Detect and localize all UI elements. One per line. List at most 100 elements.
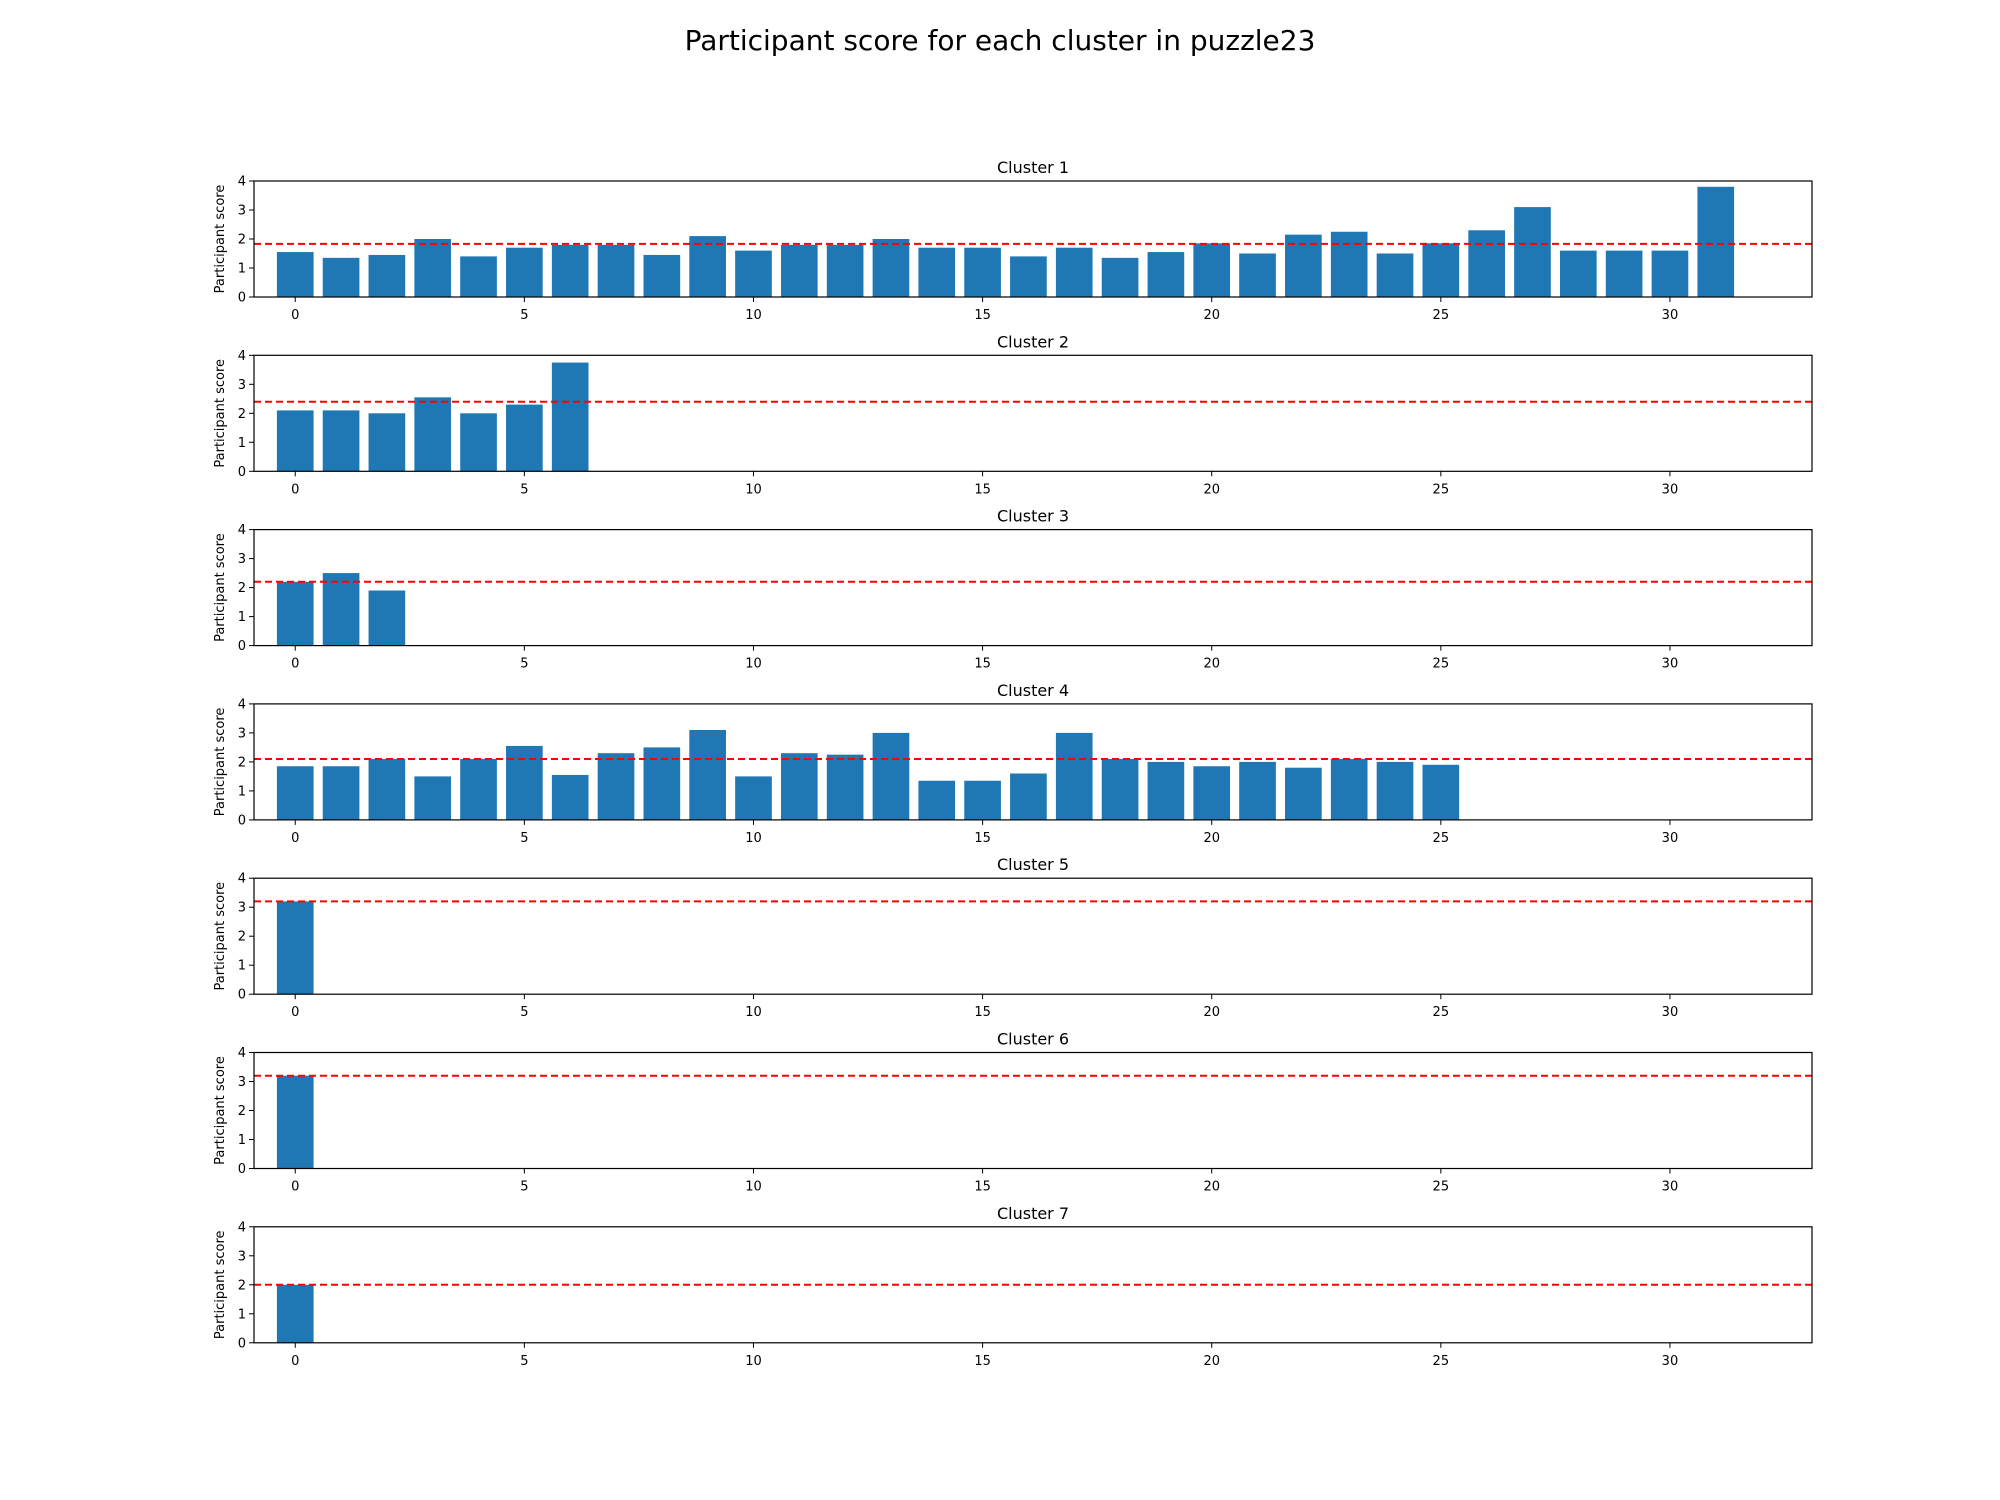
cluster-7-xtick-label: 15 [974,1354,991,1369]
cluster-2-xtick-label: 15 [974,482,991,497]
cluster-3-title: Cluster 3 [997,507,1069,526]
cluster-1-bar [643,254,681,297]
cluster-2-bar [506,404,543,472]
cluster-2-xtick-label: 10 [745,482,762,497]
cluster-4-bar [735,776,772,820]
cluster-1-bar [780,244,818,297]
cluster-7-bar [276,1284,314,1343]
cluster-3-bar [368,590,406,646]
cluster-6-xtick-label: 0 [291,1180,299,1195]
cluster-7-xtick-label: 10 [745,1354,762,1369]
cluster-6-ytick-label: 2 [238,1104,246,1119]
cluster-2-xtick-label: 25 [1433,482,1450,497]
cluster-3-xtick-label: 0 [291,657,299,672]
cluster-6-xtick-label: 5 [520,1180,528,1195]
cluster-7-ytick-label: 4 [238,1220,246,1235]
cluster-1-bar [918,247,956,297]
cluster-6-ytick-label: 0 [238,1162,246,1177]
cluster-1-xtick-label: 10 [745,308,762,323]
cluster-4-bar [780,753,818,820]
cluster-5-xtick-label: 25 [1433,1005,1450,1020]
cluster-4-bar [1193,766,1231,820]
cluster-4-xtick-label: 25 [1433,831,1450,846]
cluster-3-xtick-label: 5 [520,657,528,672]
cluster-2-ytick-label: 0 [238,465,246,480]
cluster-1-bar [1559,250,1597,297]
cluster-4-xtick-label: 5 [520,831,528,846]
figure-title: Participant score for each cluster in pu… [684,24,1316,57]
cluster-1-ytick-label: 3 [238,204,246,219]
cluster-1-xtick-label: 30 [1662,308,1679,323]
cluster-5-axes-frame [253,877,1813,995]
cluster-3-ylabel: Participant score [213,533,228,642]
cluster-1-xtick-label: 20 [1203,308,1220,323]
cluster-4-bar [1376,761,1414,820]
cluster-2-bar [414,397,452,472]
cluster-4-bar [1422,764,1460,820]
cluster-2-ytick-label: 1 [238,436,246,451]
cluster-1-title: Cluster 1 [997,158,1069,177]
cluster-1-bar [1376,253,1414,297]
cluster-5-bar [276,901,314,995]
cluster-1-xtick-label: 25 [1433,308,1450,323]
cluster-2-xtick-label: 30 [1662,482,1679,497]
cluster-4-bar [414,776,452,820]
cluster-3-ytick-label: 1 [238,610,246,625]
cluster-4-title: Cluster 4 [997,681,1069,700]
cluster-5-ylabel: Participant score [213,882,228,991]
cluster-4-ylabel: Participant score [213,708,228,817]
cluster-2-ytick-label: 2 [238,407,246,422]
cluster-1-bar [872,239,910,297]
cluster-3-ytick-label: 0 [238,639,246,654]
cluster-1-bar [460,256,497,297]
cluster-4-xtick-label: 0 [291,831,299,846]
cluster-7-ytick-label: 3 [238,1249,246,1264]
cluster-3-ytick-label: 3 [238,552,246,567]
cluster-3-axes-frame [253,528,1813,647]
cluster-3-ytick-label: 4 [238,523,246,538]
cluster-1-bar [1147,252,1185,297]
cluster-2-title: Cluster 2 [997,332,1069,351]
cluster-1-ytick-label: 1 [238,262,246,277]
cluster-4-bar [368,759,406,820]
cluster-1-bar [1010,256,1047,297]
cluster-4-bar [689,730,726,820]
cluster-7-xtick-label: 0 [291,1354,299,1369]
cluster-1-bar [414,239,452,297]
cluster-2-ylabel: Participant score [213,359,228,468]
cluster-1-bar [1651,250,1689,297]
cluster-3-xtick-label: 10 [745,657,762,672]
cluster-4-ytick-label: 3 [238,726,246,741]
cluster-1-bar [1605,250,1643,297]
cluster-7-xtick-label: 20 [1203,1354,1220,1369]
cluster-4-bar [597,753,635,820]
cluster-4-bar [1147,761,1185,820]
cluster-1-bar [1101,257,1139,297]
cluster-1-bar [1239,253,1276,297]
cluster-5-xtick-label: 15 [974,1005,991,1020]
cluster-1-bar [826,244,864,297]
cluster-1-bar [1422,243,1460,297]
cluster-4-bar [506,745,543,820]
cluster-6-xtick-label: 15 [974,1180,991,1195]
cluster-1-bar [506,247,543,297]
cluster-3-ytick-label: 2 [238,581,246,596]
cluster-6-ytick-label: 1 [238,1133,246,1148]
cluster-4-bar [1239,761,1276,820]
cluster-4-ytick-label: 4 [238,697,246,712]
cluster-5-xtick-label: 10 [745,1005,762,1020]
cluster-1-bar [689,236,726,297]
cluster-7-ytick-label: 2 [238,1278,246,1293]
cluster-4-xtick-label: 20 [1203,831,1220,846]
cluster-1-bar [597,244,635,297]
cluster-4-bar [276,766,314,820]
cluster-4-bar [1101,759,1139,820]
cluster-4-bar [1285,767,1322,820]
cluster-7-title: Cluster 7 [997,1204,1069,1223]
cluster-4-ytick-label: 1 [238,784,246,799]
cluster-6-xtick-label: 30 [1662,1180,1679,1195]
cluster-4-xtick-label: 15 [974,831,991,846]
cluster-2-xtick-label: 20 [1203,482,1220,497]
cluster-1-ytick-label: 0 [238,291,246,306]
cluster-1-bar [1514,207,1551,297]
